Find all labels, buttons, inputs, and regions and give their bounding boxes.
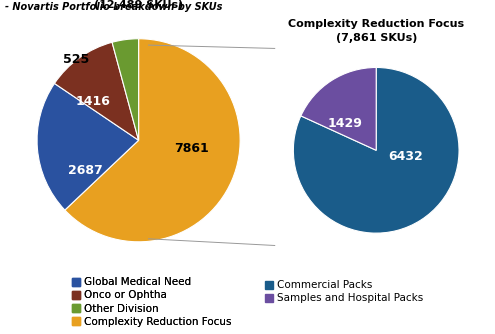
Text: 1416: 1416 [75, 95, 110, 108]
Wedge shape [37, 84, 139, 210]
Text: 525: 525 [62, 52, 89, 65]
Legend: Global Medical Need, Onco or Ophtha, Other Division, Complexity Reduction Focus: Global Medical Need, Onco or Ophtha, Oth… [70, 275, 234, 329]
Text: 1429: 1429 [327, 117, 362, 130]
Wedge shape [112, 39, 139, 140]
Text: 2687: 2687 [68, 164, 103, 177]
Text: - Novartis Portfolio breakdown by SKUs: - Novartis Portfolio breakdown by SKUs [5, 2, 222, 12]
Text: 7861: 7861 [174, 142, 209, 155]
Legend: Commercial Packs, Samples and Hospital Packs: Commercial Packs, Samples and Hospital P… [263, 278, 426, 305]
Wedge shape [294, 67, 459, 233]
Wedge shape [65, 39, 240, 242]
Title: Complexity Reduction Focus
(7,861 SKUs): Complexity Reduction Focus (7,861 SKUs) [288, 19, 464, 43]
Wedge shape [54, 42, 139, 140]
Wedge shape [301, 67, 376, 150]
Title: Active SKUs as of Oct. 2010
(12,489 SKUs): Active SKUs as of Oct. 2010 (12,489 SKUs… [52, 0, 225, 10]
Text: 6432: 6432 [388, 150, 423, 163]
